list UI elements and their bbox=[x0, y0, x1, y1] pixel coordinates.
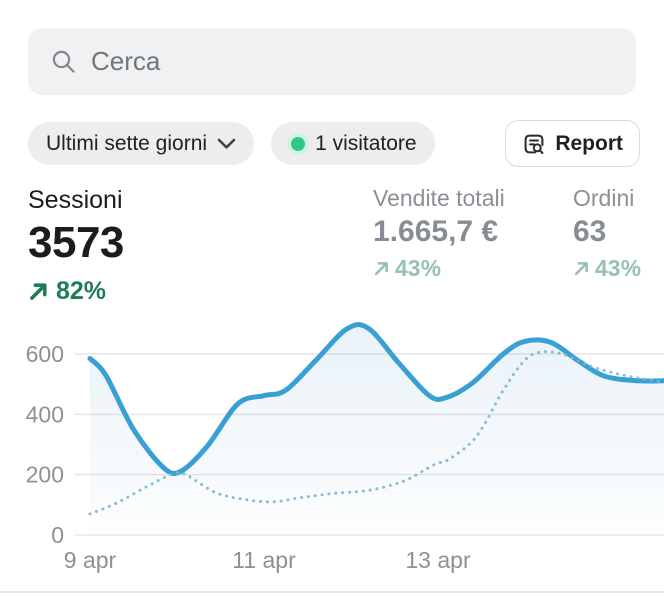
metric-orders[interactable]: Ordini 63 43% bbox=[573, 185, 641, 282]
search-icon bbox=[52, 50, 75, 73]
search-bar[interactable] bbox=[28, 28, 636, 95]
chart-area-fill bbox=[90, 324, 664, 535]
trend-up-icon bbox=[574, 262, 588, 276]
sessions-chart: 0 200 400 600 9 apr 11 apr 13 apr bbox=[0, 310, 664, 582]
y-axis-tick-label: 600 bbox=[26, 341, 64, 367]
metric-total-sales-delta: 43% bbox=[373, 255, 573, 282]
metric-orders-delta-value: 43% bbox=[595, 255, 642, 281]
metrics-row: Sessioni 3573 82% Vendite totali 1.665,7… bbox=[28, 185, 644, 306]
section-divider bbox=[0, 591, 664, 593]
metric-total-sales-label: Vendite totali bbox=[373, 185, 505, 211]
date-range-filter[interactable]: Ultimi sette giorni bbox=[28, 122, 255, 165]
date-range-label: Ultimi sette giorni bbox=[46, 131, 208, 155]
sessions-chart-svg: 0 200 400 600 9 apr 11 apr 13 apr bbox=[26, 322, 664, 573]
x-axis-tick-label: 13 apr bbox=[405, 547, 471, 573]
live-visitors-label: 1 visitatore bbox=[315, 131, 417, 155]
filters-row: Ultimi sette giorni 1 visitatore Report bbox=[28, 120, 640, 167]
y-axis-tick-label: 200 bbox=[26, 462, 64, 488]
trend-up-icon bbox=[30, 283, 47, 300]
report-button-label: Report bbox=[555, 131, 623, 155]
metric-orders-delta: 43% bbox=[573, 255, 641, 282]
x-axis-tick-label: 9 apr bbox=[64, 547, 117, 573]
report-icon bbox=[524, 134, 544, 154]
live-visitors-badge[interactable]: 1 visitatore bbox=[271, 122, 435, 165]
metric-sessions-delta: 82% bbox=[28, 277, 373, 306]
chart-axis-labels: 0 200 400 600 9 apr 11 apr 13 apr bbox=[26, 341, 471, 573]
metric-sessions[interactable]: Sessioni 3573 82% bbox=[28, 185, 373, 306]
x-axis-tick-label: 11 apr bbox=[232, 547, 296, 573]
live-visitor-dot-icon bbox=[291, 136, 306, 151]
y-axis-tick-label: 400 bbox=[26, 401, 64, 427]
chart-lines bbox=[87, 322, 664, 516]
previous-period-line bbox=[88, 350, 664, 516]
trend-up-icon bbox=[374, 262, 388, 276]
y-axis-tick-label: 0 bbox=[51, 522, 64, 548]
current-period-area bbox=[90, 324, 664, 535]
metric-total-sales[interactable]: Vendite totali 1.665,7 € 43% bbox=[373, 185, 573, 282]
metric-sessions-delta-value: 82% bbox=[56, 277, 107, 305]
chevron-down-icon bbox=[217, 138, 236, 149]
metric-sessions-label: Sessioni bbox=[28, 186, 123, 214]
metric-total-sales-value: 1.665,7 € bbox=[373, 215, 499, 248]
metric-sessions-value: 3573 bbox=[28, 218, 124, 267]
report-button[interactable]: Report bbox=[505, 120, 640, 167]
metric-orders-label: Ordini bbox=[573, 185, 635, 211]
metric-total-sales-delta-value: 43% bbox=[395, 255, 442, 281]
search-input[interactable] bbox=[91, 46, 614, 77]
metric-orders-value: 63 bbox=[573, 215, 607, 248]
